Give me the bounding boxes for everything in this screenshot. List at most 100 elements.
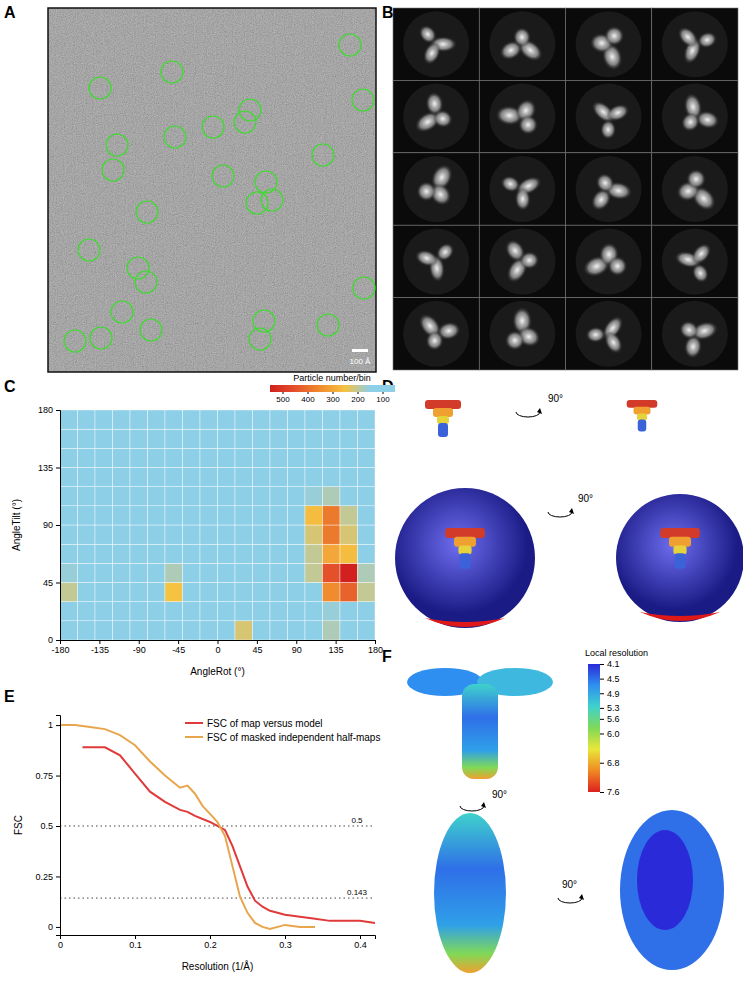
tick-mark: [360, 935, 361, 939]
tick-label: 45: [43, 578, 53, 588]
heatmap-cell: [270, 544, 288, 563]
heatmap-cell: [183, 544, 201, 563]
particle-pick: [246, 192, 268, 214]
panel-label: B: [382, 4, 394, 21]
heatmap-cell: [165, 621, 183, 640]
rotation-arrow: [558, 898, 582, 903]
heatmap-cell: [323, 563, 341, 582]
heatmap-cell: [305, 621, 323, 640]
class-density: [514, 111, 542, 139]
heatmap-cell: [270, 410, 288, 429]
heatmap-cell: [305, 506, 323, 525]
tick-mark: [600, 664, 604, 665]
tick: 5.6: [600, 714, 620, 724]
heatmap-cell: [78, 429, 96, 448]
tick-label: 4.5: [607, 674, 620, 684]
tick: 200: [351, 392, 365, 404]
class-mask: [662, 301, 728, 367]
rotation-arrowhead: [537, 408, 542, 414]
particle-pick: [261, 189, 283, 211]
tick-mark: [296, 640, 297, 644]
tick-label: 400: [301, 395, 315, 404]
heatmap-cell: [183, 487, 201, 506]
class-average: [479, 298, 565, 370]
rotation-arrowhead: [481, 802, 486, 808]
heatmap-cell: [60, 583, 78, 602]
tick-label: 1: [48, 720, 53, 730]
heatmap-cell: [235, 563, 253, 582]
model-part: [637, 414, 647, 421]
class-average: [566, 298, 652, 370]
heatmap-cell: [148, 563, 166, 582]
class-tile: [479, 298, 565, 370]
heatmap-cell: [288, 525, 306, 544]
legend-swatch: [185, 722, 203, 724]
particle-pick: [249, 328, 271, 350]
heatmap-cell: [130, 563, 148, 582]
model: [627, 400, 658, 431]
class-density: [518, 250, 541, 271]
heatmap-cell: [78, 544, 96, 563]
tick: -90: [133, 640, 146, 655]
orientation-peak: [640, 612, 720, 621]
tick-label: 6.0: [607, 729, 620, 739]
heatmap-cell: [60, 544, 78, 563]
heatmap-cell: [113, 621, 131, 640]
tick-mark: [257, 640, 258, 644]
model-part: [454, 537, 476, 547]
class-tile: [566, 80, 652, 152]
colorbar-title: Local resolution: [585, 648, 648, 658]
heatmap-cell: [323, 602, 341, 621]
class-density: [687, 239, 715, 268]
tick-mark: [56, 927, 60, 928]
heatmap-cell: [288, 429, 306, 448]
tick-label: -90: [133, 645, 146, 655]
model-part: [638, 420, 647, 432]
heatmap-cell: [305, 525, 323, 544]
tick-mark: [56, 525, 60, 526]
heatmap-cell: [323, 621, 341, 640]
axis: 4.14.54.95.35.66.06.87.6: [600, 659, 620, 797]
heatmap-cell: [358, 544, 376, 563]
class-mask: [489, 11, 555, 77]
particle-pick: [136, 201, 158, 223]
class-density: [600, 119, 617, 140]
tick-mark: [99, 640, 100, 644]
heatmap-cell: [253, 583, 271, 602]
heatmap-cell: [305, 410, 323, 429]
heatmap-cell: [165, 544, 183, 563]
heatmap-cell: [78, 563, 96, 582]
tick: 0.2: [204, 935, 217, 950]
heatmap-cell: [340, 429, 358, 448]
heatmap-cell: [165, 410, 183, 429]
tick-label: 0.2: [204, 940, 217, 950]
class-mask: [576, 84, 642, 150]
model-part: [458, 546, 471, 555]
heatmap-cell: [200, 563, 218, 582]
class-average: [566, 80, 652, 152]
orientation-distribution: 90°90°: [395, 393, 743, 628]
threshold-label: 0.5: [351, 816, 363, 825]
heatmap-cell: [340, 602, 358, 621]
heatmap-cell: [218, 602, 236, 621]
tick: -180: [51, 640, 69, 655]
rotation-label: 90°: [578, 493, 593, 504]
heatmap-cell: [113, 487, 131, 506]
heatmap-cell: [288, 544, 306, 563]
heatmap-cell: [218, 525, 236, 544]
tick: 1: [48, 720, 60, 730]
heatmap-cell: [130, 448, 148, 467]
tick-mark: [56, 876, 60, 877]
panel-label: E: [4, 688, 15, 705]
tick: 5.3: [600, 703, 620, 713]
heatmap-cell: [323, 506, 341, 525]
tick-mark: [135, 935, 136, 939]
rotation-arrow: [460, 806, 484, 811]
model-part: [669, 537, 691, 547]
heatmap-cell: [78, 583, 96, 602]
heatmap-cell: [200, 468, 218, 487]
heatmap-cell: [148, 429, 166, 448]
class-mask: [489, 228, 555, 294]
class-tile: [652, 225, 738, 297]
heatmap-cell: [200, 544, 218, 563]
